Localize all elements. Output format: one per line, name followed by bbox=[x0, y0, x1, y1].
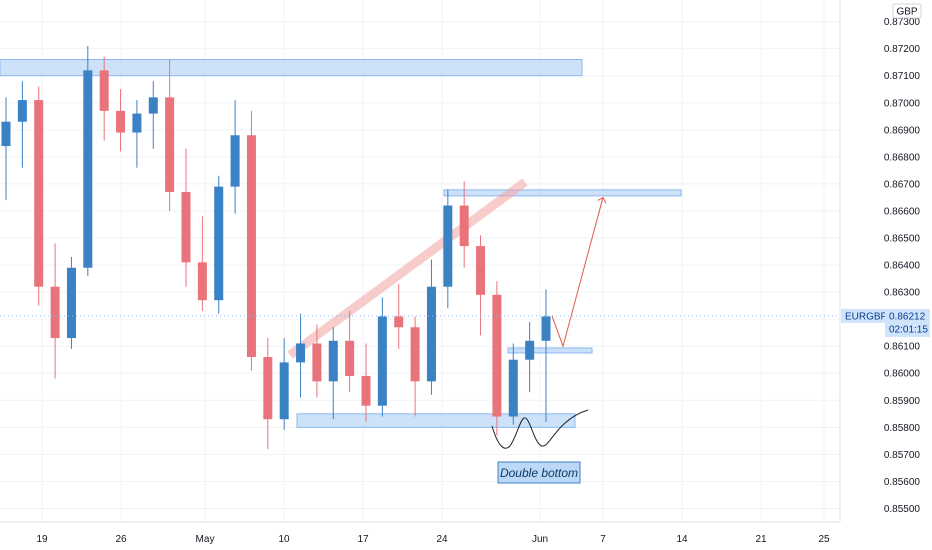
candle-body bbox=[246, 135, 256, 358]
price-tag bbox=[885, 308, 930, 337]
double-bottom-curve bbox=[491, 409, 589, 449]
time-tick-label: 21 bbox=[755, 534, 767, 545]
candle-body bbox=[99, 70, 109, 111]
price-tick-label: 0.86400 bbox=[884, 261, 921, 272]
candle-body bbox=[476, 246, 486, 295]
candle-body bbox=[377, 316, 387, 406]
projection-path bbox=[551, 197, 604, 348]
price-tick-label: 0.86500 bbox=[884, 234, 921, 245]
time-tick-label: 26 bbox=[115, 534, 127, 545]
currency-badge bbox=[892, 3, 922, 19]
time-tick-label: 17 bbox=[357, 534, 369, 545]
price-tick-label: 0.86800 bbox=[884, 152, 921, 163]
candle-body bbox=[34, 100, 44, 287]
rising-channel bbox=[287, 178, 528, 359]
price-tick-label: 0.85500 bbox=[884, 504, 921, 515]
price-tick-label: 0.86000 bbox=[884, 369, 921, 380]
zone-rect bbox=[443, 189, 682, 197]
time-axis[interactable]: 19 26 May 10 17 24 Jun 7 14 21 25 bbox=[36, 534, 830, 545]
candle-body bbox=[66, 267, 76, 339]
candle-body bbox=[345, 340, 355, 376]
time-tick-label: 7 bbox=[600, 534, 606, 545]
candle-body bbox=[230, 135, 240, 187]
symbol-tag bbox=[841, 308, 885, 323]
candle-body bbox=[525, 340, 535, 360]
time-tick-label: 25 bbox=[818, 534, 830, 545]
last-price-tag: EURGBP 0.86212 02:01:15 bbox=[841, 308, 930, 337]
price-tick-label: 0.87300 bbox=[884, 17, 921, 28]
price-tick-label: 0.85700 bbox=[884, 450, 921, 461]
price-tick-label: 0.87000 bbox=[884, 98, 921, 109]
candle-body bbox=[132, 113, 142, 133]
horizontal-zones bbox=[0, 59, 682, 428]
price-tick-label: 0.85800 bbox=[884, 423, 921, 434]
time-tick-label: Jun bbox=[532, 534, 548, 545]
candle-body bbox=[410, 327, 420, 382]
annotations bbox=[0, 196, 840, 449]
double-bottom-label: Double bottom bbox=[500, 466, 578, 480]
candle-body bbox=[459, 205, 469, 247]
time-tick-label: May bbox=[196, 534, 215, 545]
grid bbox=[0, 0, 840, 522]
candle-body bbox=[361, 375, 371, 406]
candle-body bbox=[541, 316, 551, 341]
candle-body bbox=[1, 121, 11, 147]
candle-body bbox=[17, 100, 27, 122]
price-tick-label: 0.86600 bbox=[884, 206, 921, 217]
price-tick-label: 0.86700 bbox=[884, 179, 921, 190]
time-tick-label: 14 bbox=[676, 534, 688, 545]
last-price-value: 0.86212 bbox=[889, 311, 926, 322]
candle-body bbox=[214, 186, 224, 301]
candle-body bbox=[508, 359, 518, 417]
candle-body bbox=[296, 343, 306, 363]
time-tick-label: 19 bbox=[36, 534, 48, 545]
candle-body bbox=[263, 357, 273, 420]
time-tick-label: 24 bbox=[436, 534, 448, 545]
bar-countdown: 02:01:15 bbox=[889, 324, 928, 335]
channel-band bbox=[287, 178, 528, 359]
annotation-box bbox=[497, 461, 581, 484]
price-tick-label: 0.86300 bbox=[884, 288, 921, 299]
symbol-label: EURGBP bbox=[845, 311, 888, 322]
candle-body bbox=[426, 286, 436, 382]
candle-body bbox=[148, 97, 158, 114]
candle-body bbox=[279, 362, 289, 420]
zone-rect bbox=[0, 59, 583, 77]
price-tick-label: 0.87200 bbox=[884, 44, 921, 55]
neckline-zone bbox=[507, 347, 593, 354]
price-axis[interactable]: 0.87300 0.87200 0.87100 0.87000 0.86900 0.868… bbox=[884, 17, 921, 515]
candle-body bbox=[116, 110, 126, 133]
price-tick-label: 0.86100 bbox=[884, 342, 921, 353]
zone-rect bbox=[296, 413, 576, 428]
candle-body bbox=[394, 316, 404, 328]
price-tick-label: 0.87100 bbox=[884, 71, 921, 82]
price-tick-label: 0.86900 bbox=[884, 125, 921, 136]
candle-body bbox=[312, 343, 322, 382]
candle-body bbox=[197, 262, 207, 301]
time-tick-label: 10 bbox=[278, 534, 290, 545]
price-tick-label: 0.85900 bbox=[884, 396, 921, 407]
candle-body bbox=[181, 192, 191, 263]
projection-arrowhead bbox=[597, 196, 607, 204]
candle-body bbox=[328, 340, 338, 382]
candle-body bbox=[50, 286, 60, 339]
price-tick-label: 0.85600 bbox=[884, 477, 921, 488]
candle-body bbox=[443, 205, 453, 287]
currency-label: GBP bbox=[896, 7, 917, 18]
candle-body bbox=[83, 70, 93, 268]
candlestick-series bbox=[1, 45, 551, 449]
candle-body bbox=[492, 294, 502, 417]
candle-body bbox=[165, 97, 175, 193]
price-axis-background bbox=[840, 0, 932, 522]
